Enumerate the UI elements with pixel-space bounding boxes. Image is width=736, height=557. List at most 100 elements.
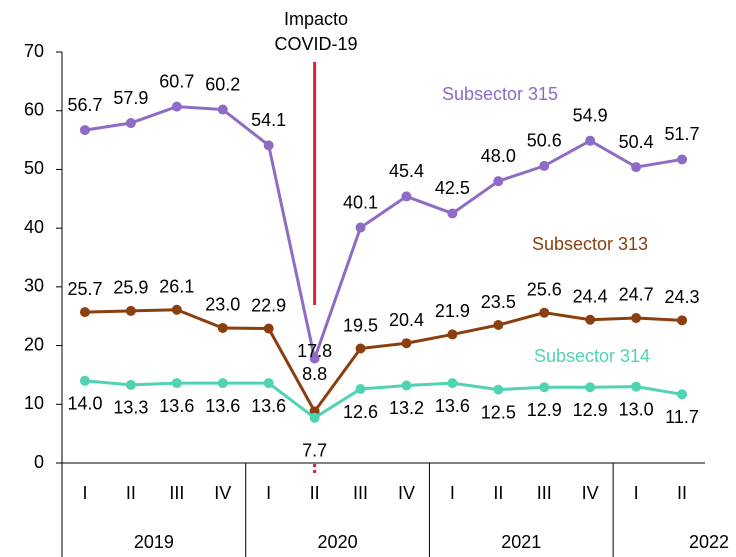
data-point (217, 104, 228, 115)
data-point (125, 118, 136, 129)
data-label: 8.8 (302, 364, 327, 384)
data-label: 7.7 (302, 441, 327, 461)
x-group-label: 2022 (689, 532, 729, 552)
data-label: 54.9 (573, 105, 608, 125)
data-label: 60.7 (159, 71, 194, 91)
y-tick-label: 10 (24, 393, 44, 413)
data-label: 12.6 (343, 402, 378, 422)
data-point (447, 329, 458, 340)
y-tick-label: 0 (34, 452, 44, 472)
data-label: 23.0 (205, 295, 240, 315)
data-label: 21.9 (435, 301, 470, 321)
data-label: 24.7 (619, 285, 654, 305)
data-point (401, 191, 412, 202)
x-tick-label: II (493, 483, 503, 503)
x-tick-label: I (82, 483, 87, 503)
data-point (585, 135, 596, 146)
data-point (217, 378, 228, 389)
x-tick-label: III (537, 483, 552, 503)
annotation: COVID-19 (274, 34, 357, 54)
data-point (355, 222, 366, 233)
data-point (585, 382, 596, 393)
x-tick-label: III (169, 483, 184, 503)
y-tick-label: 50 (24, 158, 44, 178)
data-label: 42.5 (435, 178, 470, 198)
x-tick-label: II (677, 483, 687, 503)
x-tick-label: I (634, 483, 639, 503)
data-point (309, 412, 320, 423)
data-label: 12.9 (527, 400, 562, 420)
data-point (539, 160, 550, 171)
data-label: 25.7 (67, 279, 102, 299)
data-point (677, 154, 688, 165)
series-label: Subsector 314 (534, 346, 650, 366)
data-label: 13.3 (113, 398, 148, 418)
data-label: 13.6 (435, 396, 470, 416)
data-point (171, 304, 182, 315)
data-point (263, 378, 274, 389)
series-line (84, 105, 683, 365)
data-point (125, 305, 136, 316)
y-tick-label: 60 (24, 99, 44, 119)
data-point (171, 101, 182, 112)
annotation: Impacto (284, 9, 348, 29)
data-point (125, 379, 136, 390)
data-label: 51.7 (665, 124, 700, 144)
data-label: 25.6 (527, 279, 562, 299)
y-tick-label: 20 (24, 334, 44, 354)
data-point (539, 382, 550, 393)
data-point (631, 312, 642, 323)
data-point (263, 140, 274, 151)
x-tick-label: III (353, 483, 368, 503)
x-group-label: 2020 (318, 532, 358, 552)
data-label: 22.9 (251, 295, 286, 315)
y-tick-label: 70 (24, 41, 44, 61)
data-point (79, 307, 90, 318)
data-point (309, 353, 320, 364)
x-group-label: 2019 (134, 532, 174, 552)
data-label: 24.4 (573, 286, 608, 306)
data-label: 60.2 (205, 74, 240, 94)
data-label: 40.1 (343, 192, 378, 212)
data-point (677, 315, 688, 326)
data-label: 17.8 (297, 341, 332, 361)
data-label: 25.9 (113, 278, 148, 298)
series-line (84, 308, 683, 415)
data-label: 48.0 (481, 146, 516, 166)
data-point (493, 176, 504, 187)
data-label: 12.9 (573, 400, 608, 420)
data-point (585, 314, 596, 325)
data-label: 19.5 (343, 315, 378, 335)
data-label: 13.6 (251, 396, 286, 416)
data-point (539, 307, 550, 318)
x-tick-label: II (310, 483, 320, 503)
data-point (79, 125, 90, 136)
data-label: 45.4 (389, 161, 424, 181)
data-point (401, 380, 412, 391)
data-label: 11.7 (665, 407, 699, 427)
data-label: 13.0 (619, 399, 654, 419)
x-tick-label: I (266, 483, 271, 503)
data-label: 24.3 (665, 287, 700, 307)
data-point (355, 343, 366, 354)
data-point (493, 320, 504, 331)
data-label: 13.2 (389, 398, 424, 418)
data-point (631, 162, 642, 173)
data-point (401, 338, 412, 349)
series-label: Subsector 313 (532, 234, 648, 254)
data-point (447, 378, 458, 389)
data-point (79, 375, 90, 386)
y-tick-label: 40 (24, 217, 44, 237)
data-label: 57.9 (113, 88, 148, 108)
x-tick-label: IV (398, 483, 415, 503)
x-tick-label: II (126, 483, 136, 503)
data-point (493, 384, 504, 395)
data-label: 50.4 (619, 132, 654, 152)
series-label: Subsector 315 (442, 84, 558, 104)
data-label: 14.0 (67, 394, 102, 414)
data-label: 13.6 (205, 396, 240, 416)
y-tick-label: 30 (24, 276, 44, 296)
data-label: 50.6 (527, 131, 562, 151)
data-label: 13.6 (159, 396, 194, 416)
